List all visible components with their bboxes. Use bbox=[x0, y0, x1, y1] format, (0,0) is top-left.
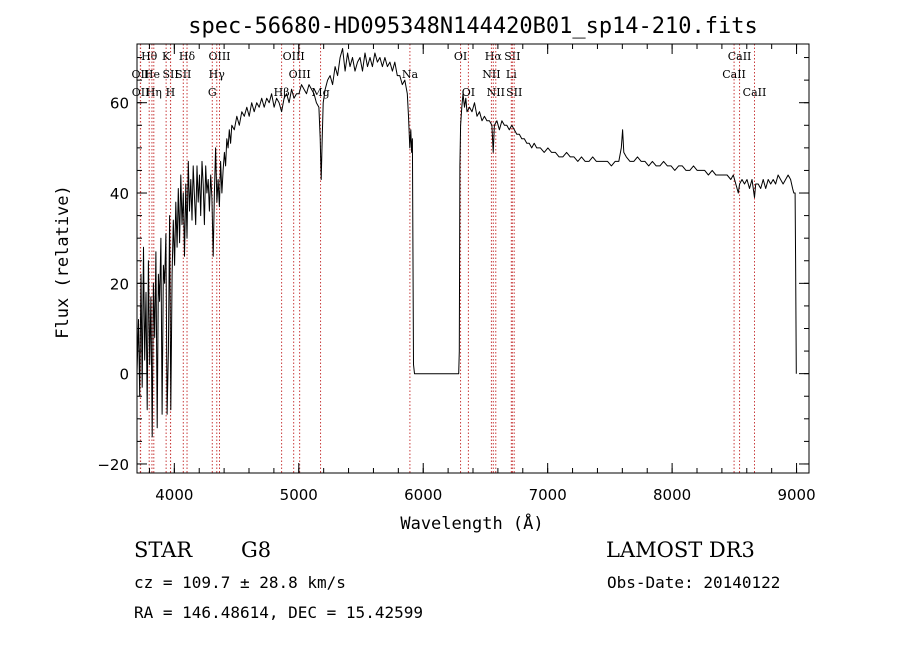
chart-title: spec-56680-HD095348N144420B01_sp14-210.f… bbox=[188, 14, 758, 39]
x-tick-label: 4000 bbox=[155, 486, 193, 504]
line-marker-label: CaII bbox=[722, 68, 746, 81]
line-marker-label: CaII bbox=[728, 50, 752, 63]
line-marker-label: OII bbox=[132, 86, 150, 99]
line-marker-label: Hη bbox=[146, 86, 162, 99]
line-marker-label: K bbox=[162, 50, 171, 63]
line-marker-label: SII bbox=[504, 50, 520, 63]
x-tick-label: 9000 bbox=[777, 486, 815, 504]
y-axis-label: Flux (relative) bbox=[53, 185, 73, 339]
line-marker-label: NII bbox=[487, 86, 505, 99]
x-tick-label: 6000 bbox=[404, 486, 442, 504]
axes: 4000 5000 6000 7000 8000 9000 −20 0 20 40 60 bbox=[97, 43, 816, 504]
line-marker-label: NII bbox=[482, 68, 500, 81]
line-marker-label: Li bbox=[506, 68, 517, 81]
line-marker-label: OIII bbox=[289, 68, 311, 81]
coordinates: RA = 146.48614, DEC = 15.42599 bbox=[134, 603, 423, 622]
y-tick-label: 0 bbox=[119, 366, 129, 384]
y-tick-label: −20 bbox=[97, 456, 129, 474]
line-marker-label: G bbox=[208, 86, 217, 99]
x-axis-label: Wavelength (Å) bbox=[400, 512, 543, 534]
line-marker-label: OIII bbox=[283, 50, 305, 63]
spectral-subclass: G8 bbox=[241, 538, 272, 562]
x-tick-label: 8000 bbox=[653, 486, 691, 504]
line-marker-label: SII bbox=[175, 68, 191, 81]
line-marker-label: Na bbox=[402, 68, 419, 81]
line-marker-label: Hδ bbox=[179, 50, 196, 63]
line-marker-label: Hθ bbox=[141, 50, 158, 63]
y-tick-label: 20 bbox=[110, 275, 129, 293]
survey-name: LAMOST DR3 bbox=[606, 538, 755, 562]
x-tick-label: 5000 bbox=[280, 486, 318, 504]
x-tick-label: 7000 bbox=[529, 486, 567, 504]
line-marker-label: OII bbox=[132, 68, 150, 81]
line-marker-label: Hα bbox=[485, 50, 503, 63]
observation-date: Obs-Date: 20140122 bbox=[607, 573, 781, 592]
line-marker-label: CaII bbox=[743, 86, 767, 99]
y-tick-label: 60 bbox=[110, 95, 129, 113]
y-tick-label: 40 bbox=[110, 185, 129, 203]
line-marker-label: SII bbox=[162, 68, 178, 81]
flux-series-line bbox=[136, 48, 797, 438]
line-marker-label: OIII bbox=[208, 50, 230, 63]
line-marker-label: Mg bbox=[311, 86, 329, 99]
line-marker-label: H bbox=[166, 86, 176, 99]
line-marker-label: SII bbox=[506, 86, 522, 99]
line-marker-label: He bbox=[144, 68, 160, 81]
redshift-cz: cz = 109.7 ± 28.8 km/s bbox=[134, 573, 346, 592]
line-marker-label: OI bbox=[454, 50, 467, 63]
flux-series-group bbox=[136, 48, 797, 438]
object-class: STAR bbox=[134, 538, 193, 562]
line-marker-label: Hγ bbox=[209, 68, 226, 81]
line-marker-label: OI bbox=[462, 86, 475, 99]
